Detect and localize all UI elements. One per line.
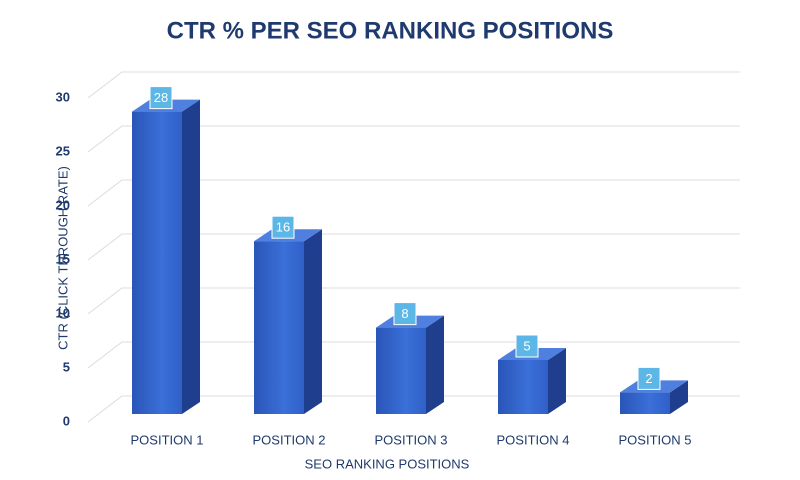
y-tick-label: 0 [63,413,70,428]
value-label: 16 [276,220,290,235]
bar-side [304,229,322,414]
bar [498,360,548,414]
value-label: 8 [401,306,408,321]
value-label-box [271,215,295,239]
value-label: 28 [154,90,168,105]
y-tick-label: 25 [56,143,70,158]
y-tick-label: 5 [63,359,70,374]
bar-side [426,315,444,414]
grid-line [87,233,740,261]
bar-side [670,380,688,414]
value-label-box [149,86,173,110]
grid-line [87,125,740,153]
y-axis-title: CTR (CLICK THROUGH RATE) [55,166,70,350]
chart-title: CTR % PER SEO RANKING POSITIONS [167,17,614,44]
bar [132,111,182,414]
bar-side [182,99,200,414]
bar [376,327,426,414]
grid-line [87,179,740,207]
x-axis-title: SEO RANKING POSITIONS [305,456,470,471]
value-label-box [393,302,417,326]
value-label: 5 [523,338,530,353]
x-tick-label: POSITION 1 [131,432,204,447]
bar [254,241,304,414]
value-label-box [515,334,539,358]
value-label: 2 [645,371,652,386]
x-tick-label: POSITION 2 [253,432,326,447]
x-tick-label: POSITION 5 [619,432,692,447]
value-label-box [637,366,661,390]
grid-line [87,287,740,315]
x-tick-label: POSITION 4 [497,432,570,447]
y-tick-label: 20 [56,197,70,212]
y-tick-label: 10 [56,305,70,320]
x-tick-label: POSITION 3 [375,432,448,447]
y-tick-label: 15 [56,251,70,266]
y-tick-label: 30 [56,89,70,104]
bar [620,392,670,414]
grid-line [87,71,740,99]
bar-side [548,348,566,414]
